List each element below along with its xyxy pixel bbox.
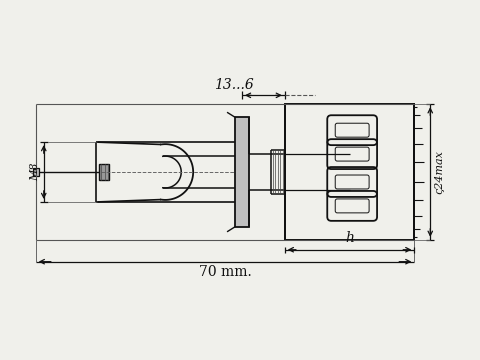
Text: ς24max: ς24max [434, 150, 444, 194]
Text: h: h [345, 231, 354, 245]
Bar [235, 117, 249, 227]
Bar [285, 104, 414, 240]
Bar [33, 168, 39, 176]
Text: 13...6: 13...6 [214, 78, 254, 92]
Text: M8: M8 [30, 163, 40, 181]
Text: 70 mm.: 70 mm. [199, 265, 252, 279]
Bar [98, 164, 108, 180]
